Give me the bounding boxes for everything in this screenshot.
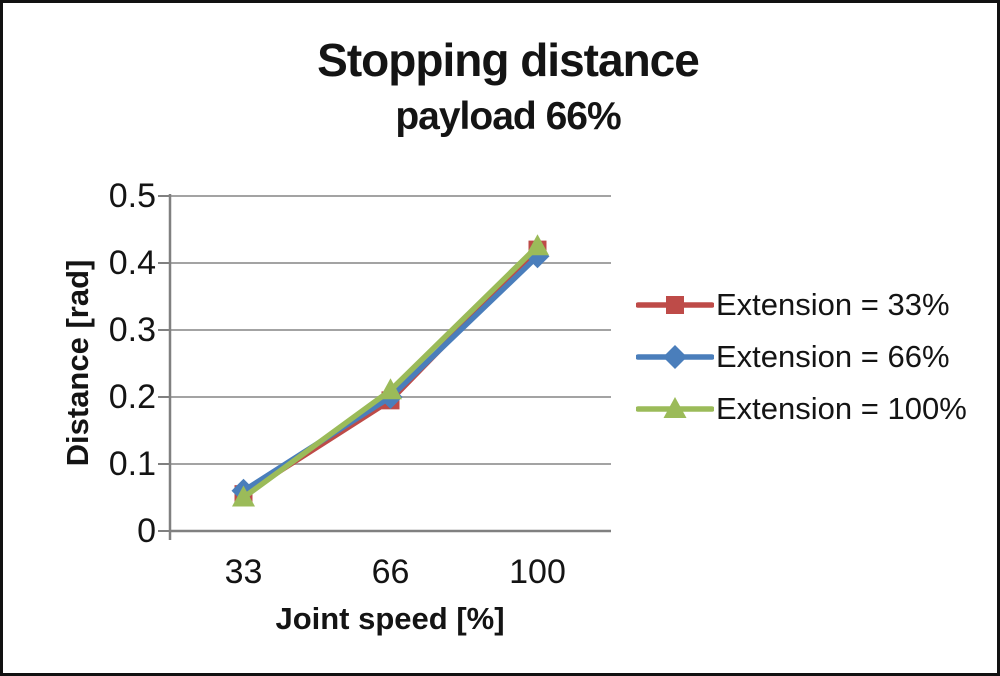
marker-triangle — [379, 378, 402, 400]
legend-label: Extension = 66% — [716, 339, 950, 374]
marker-triangle — [232, 485, 255, 507]
plot-area — [158, 194, 611, 540]
y-tick-label: 0.2 — [108, 378, 156, 416]
chart-title: Stopping distance — [317, 34, 700, 86]
y-tick-label: 0.5 — [108, 177, 156, 215]
y-tick-label: 0 — [137, 512, 156, 550]
legend-label: Extension = 100% — [716, 391, 967, 426]
legend-item: Extension = 66% — [636, 339, 967, 374]
marker-triangle — [663, 397, 687, 418]
legend-item: Extension = 100% — [636, 391, 967, 426]
marker-triangle — [526, 234, 549, 256]
legend-swatch — [636, 296, 714, 314]
x-tick-label: 100 — [509, 553, 566, 591]
legend: Extension = 33% Extension = 66% Extension … — [636, 287, 967, 426]
x-tick-label: 33 — [224, 553, 263, 591]
chart-subtitle: payload 66% — [395, 95, 621, 138]
legend-swatch — [636, 397, 714, 418]
x-axis-title: Joint speed [%] — [275, 601, 505, 636]
legend-item: Extension = 33% — [636, 287, 967, 322]
y-tick-label: 0.4 — [108, 244, 156, 282]
marker-diamond — [663, 345, 687, 369]
legend-swatch — [636, 345, 714, 369]
marker-square — [666, 296, 684, 314]
y-tick-label: 0.3 — [108, 311, 156, 349]
y-axis-title: Distance [rad] — [60, 259, 95, 467]
legend-label: Extension = 33% — [716, 287, 950, 322]
x-tick-label: 66 — [371, 553, 410, 591]
y-tick-label: 0.1 — [108, 445, 156, 483]
